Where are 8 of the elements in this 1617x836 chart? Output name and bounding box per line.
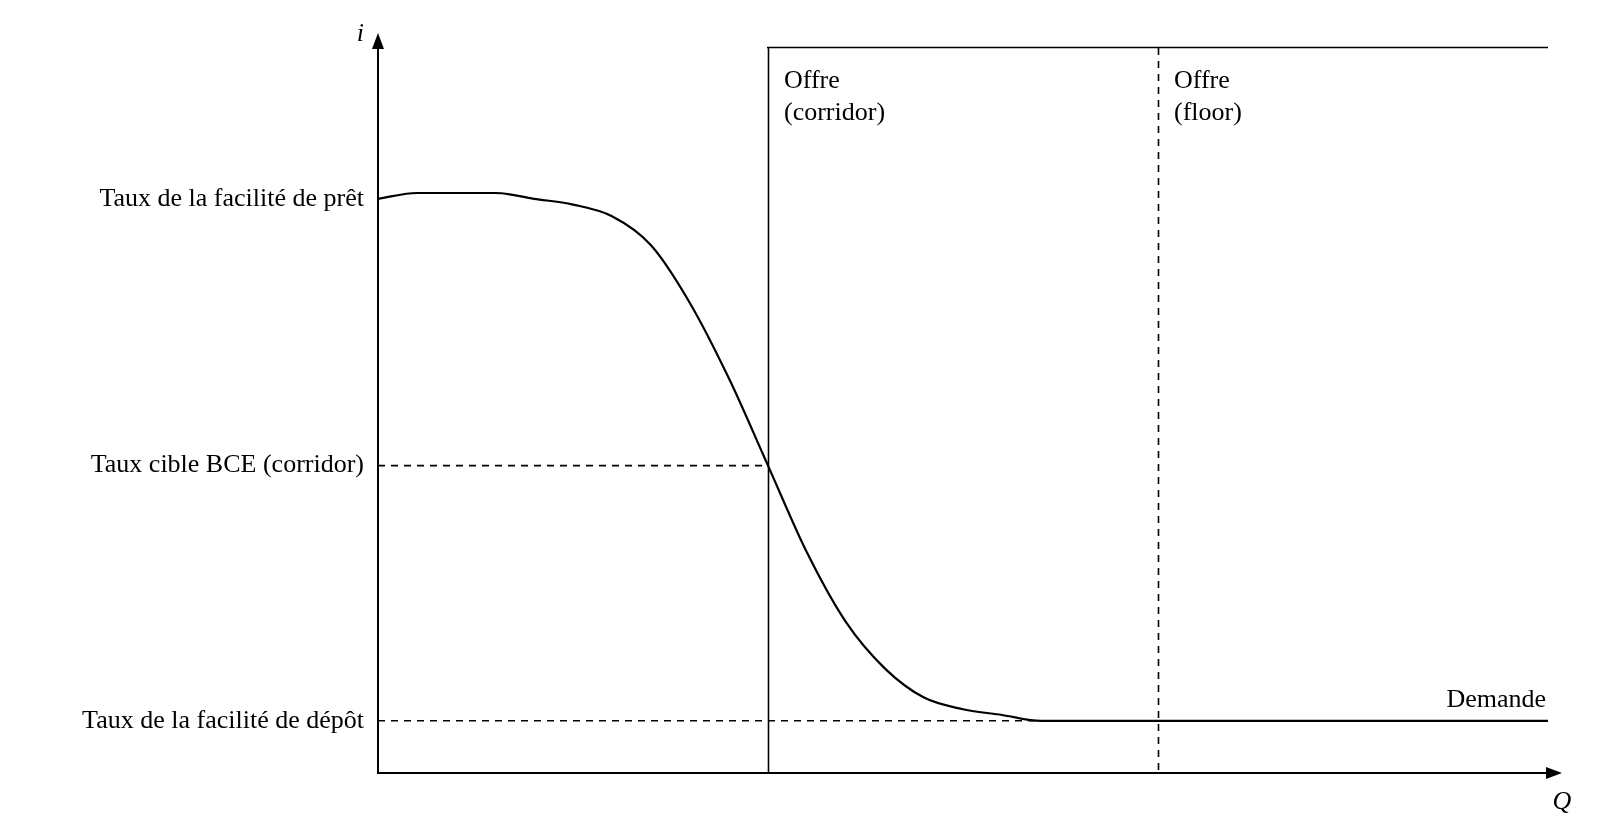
ref-line-label: Taux cible BCE (corridor) [90, 449, 364, 479]
series-label: Demande [1446, 683, 1546, 713]
x-axis-title: Q [1552, 785, 1572, 815]
text: Offre (corridor) [784, 64, 886, 126]
text: i [356, 17, 364, 47]
text: Taux de la facilité de prêt [99, 182, 365, 212]
ref-line-label: Taux de la facilité de dépôt [82, 704, 365, 734]
text: Offre (floor) [1174, 64, 1242, 126]
